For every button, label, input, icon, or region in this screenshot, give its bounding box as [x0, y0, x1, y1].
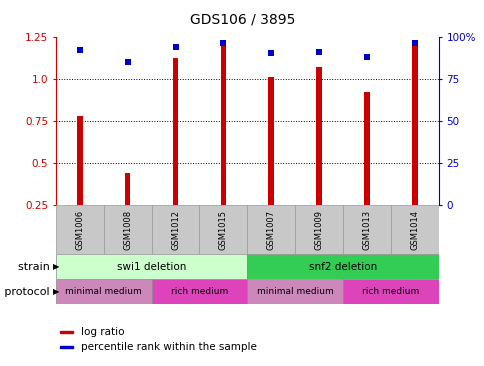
- Bar: [60, 347, 73, 348]
- Bar: [343, 279, 438, 304]
- Bar: [104, 205, 151, 254]
- Bar: [268, 77, 273, 205]
- Text: GSM1013: GSM1013: [362, 210, 371, 250]
- Bar: [56, 279, 151, 304]
- Bar: [151, 279, 247, 304]
- Text: minimal medium: minimal medium: [65, 287, 142, 296]
- Bar: [295, 205, 343, 254]
- Text: GSM1006: GSM1006: [75, 210, 84, 250]
- Bar: [411, 42, 417, 205]
- Text: ▶: ▶: [53, 262, 60, 271]
- Text: GSM1007: GSM1007: [266, 210, 275, 250]
- Bar: [220, 42, 226, 205]
- Bar: [247, 279, 342, 304]
- Text: minimal medium: minimal medium: [257, 287, 333, 296]
- Text: GSM1008: GSM1008: [123, 210, 132, 250]
- Bar: [56, 205, 104, 254]
- Bar: [363, 92, 369, 205]
- Bar: [390, 205, 438, 254]
- Text: GSM1014: GSM1014: [409, 210, 419, 250]
- Text: ▶: ▶: [53, 287, 60, 296]
- Bar: [316, 67, 321, 205]
- Bar: [172, 59, 178, 205]
- Bar: [76, 116, 82, 205]
- Text: rich medium: rich medium: [170, 287, 227, 296]
- Text: rich medium: rich medium: [362, 287, 419, 296]
- Text: strain: strain: [18, 262, 53, 272]
- Bar: [60, 331, 73, 333]
- Bar: [247, 254, 438, 279]
- Text: GDS106 / 3895: GDS106 / 3895: [189, 13, 295, 27]
- Bar: [247, 205, 295, 254]
- Text: GSM1009: GSM1009: [314, 210, 323, 250]
- Text: GSM1012: GSM1012: [171, 210, 180, 250]
- Bar: [199, 205, 247, 254]
- Text: percentile rank within the sample: percentile rank within the sample: [80, 343, 256, 352]
- Text: log ratio: log ratio: [80, 327, 124, 337]
- Bar: [56, 254, 247, 279]
- Bar: [343, 205, 390, 254]
- Text: growth protocol: growth protocol: [0, 287, 53, 297]
- Text: snf2 deletion: snf2 deletion: [308, 262, 377, 272]
- Bar: [151, 205, 199, 254]
- Text: GSM1015: GSM1015: [218, 210, 227, 250]
- Text: swi1 deletion: swi1 deletion: [117, 262, 186, 272]
- Bar: [124, 173, 130, 205]
